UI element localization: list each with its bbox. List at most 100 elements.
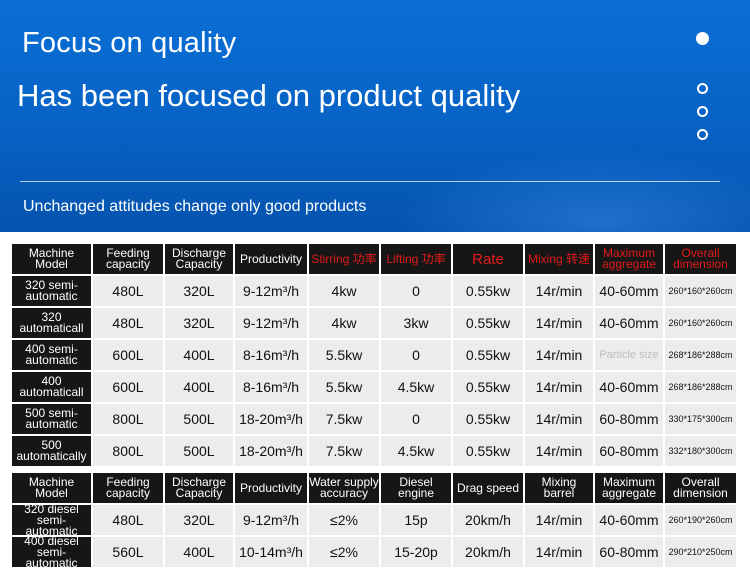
table-cell: 40-60mm <box>595 308 665 338</box>
model-cell: 400 semi-automatic <box>12 340 93 370</box>
column-header: Feeding capacity <box>93 473 165 503</box>
table-cell: 320L <box>165 505 235 535</box>
model-cell: 500 automatically <box>12 436 93 466</box>
table-cell: 4.5kw <box>381 372 453 402</box>
column-header: Maximum aggregate <box>595 473 665 503</box>
dimension-cell: 260*160*260cm <box>665 308 738 338</box>
table-cell: 7.5kw <box>309 436 381 466</box>
main-title: Has been focused on product quality <box>17 78 521 113</box>
dimension-cell: 290*210*250cm <box>665 537 738 567</box>
slide-dot-2[interactable] <box>697 83 708 94</box>
column-header: Productivity <box>235 473 309 503</box>
table-row: 400 automaticall 600L 400L 8-16m³/h 5.5kw 4.5… <box>12 372 738 402</box>
hero-tagline: Unchanged attitudes change only good pro… <box>23 198 367 215</box>
table-cell: 60-80mm <box>595 404 665 434</box>
table-cell: 400L <box>165 340 235 370</box>
table-cell: 14r/min <box>525 505 595 535</box>
table-cell: 14r/min <box>525 276 595 306</box>
column-header: Diesel engine <box>381 473 453 503</box>
table-cell: 9-12m³/h <box>235 505 309 535</box>
table-cell: 0.55kw <box>453 404 525 434</box>
table-cell: 20km/h <box>453 537 525 567</box>
table-cell: 800L <box>93 436 165 466</box>
table-cell: 560L <box>93 537 165 567</box>
table-cell: 0.55kw <box>453 436 525 466</box>
column-header: Lifting 功率 <box>381 244 453 274</box>
dimension-cell: 332*180*300cm <box>665 436 738 466</box>
table-cell: 480L <box>93 276 165 306</box>
table-row: 400 semi-automatic 600L 400L 8-16m³/h 5.5kw 0… <box>12 340 738 370</box>
table-cell: 480L <box>93 308 165 338</box>
table-cell: 8-16m³/h <box>235 372 309 402</box>
model-cell: 320 automaticall <box>12 308 93 338</box>
model-cell: 320 diesel semi-automatic <box>12 505 93 535</box>
table-cell: 18-20m³/h <box>235 436 309 466</box>
table-cell: 14r/min <box>525 308 595 338</box>
table-cell: 7.5kw <box>309 404 381 434</box>
column-header: Drag speed <box>453 473 525 503</box>
table-cell: 0 <box>381 276 453 306</box>
column-header: Overall dimension <box>665 244 738 274</box>
table-cell: 4kw <box>309 308 381 338</box>
table-cell: 0.55kw <box>453 340 525 370</box>
column-header: Feeding capacity <box>93 244 165 274</box>
table-cell: 800L <box>93 404 165 434</box>
table-row: 320 semi-automatic 480L 320L 9-12m³/h 4kw 0 0.… <box>12 276 738 306</box>
table-cell: 20km/h <box>453 505 525 535</box>
table-cell: 9-12m³/h <box>235 276 309 306</box>
table-cell: 18-20m³/h <box>235 404 309 434</box>
hero-glow <box>390 150 750 232</box>
table-cell: 14r/min <box>525 436 595 466</box>
table-row: 400 diesel semi-automatic 560L 400L 10-14m³… <box>12 537 738 567</box>
column-header: Water supply accuracy <box>309 473 381 503</box>
dimension-cell: 260*160*260cm <box>665 276 738 306</box>
table-row: 500 automatically 800L 500L 18-20m³/h 7.5kw 4… <box>12 436 738 466</box>
model-cell: 320 semi-automatic <box>12 276 93 306</box>
table-row: 320 automaticall 480L 320L 9-12m³/h 4kw 3kw 0.… <box>12 308 738 338</box>
table-cell: 9-12m³/h <box>235 308 309 338</box>
focus-title: Focus on quality <box>22 27 237 59</box>
table-cell: 500L <box>165 436 235 466</box>
table-cell: 40-60mm <box>595 505 665 535</box>
dimension-cell: 330*175*300cm <box>665 404 738 434</box>
model-cell: 400 automaticall <box>12 372 93 402</box>
table-cell: 5.5kw <box>309 340 381 370</box>
table-cell: 480L <box>93 505 165 535</box>
table-cell: 15-20p <box>381 537 453 567</box>
table-cell: 600L <box>93 372 165 402</box>
table-cell: 500L <box>165 404 235 434</box>
table-cell: 320L <box>165 308 235 338</box>
column-header: Discharge Capacity <box>165 473 235 503</box>
table-cell: 0 <box>381 340 453 370</box>
table-cell: 320L <box>165 276 235 306</box>
slide-dot-1[interactable] <box>696 32 709 45</box>
model-cell: 400 diesel semi-automatic <box>12 537 93 567</box>
column-header: Mixing barrel <box>525 473 595 503</box>
table-cell: 40-60mm <box>595 276 665 306</box>
dimension-cell: 260*190*260cm <box>665 505 738 535</box>
table-cell: 10-14m³/h <box>235 537 309 567</box>
table-cell: 14r/min <box>525 404 595 434</box>
model-cell: 500 semi-automatic <box>12 404 93 434</box>
table-cell: 400L <box>165 372 235 402</box>
column-header: Machine Model <box>12 473 93 503</box>
dimension-cell: 268*186*288cm <box>665 372 738 402</box>
table-cell: 5.5kw <box>309 372 381 402</box>
column-header: Rate <box>453 244 525 274</box>
table-cell: 14r/min <box>525 537 595 567</box>
table-cell: 0 <box>381 404 453 434</box>
column-header: Overall dimension <box>665 473 738 503</box>
slide-dot-4[interactable] <box>697 129 708 140</box>
table-cell: 400L <box>165 537 235 567</box>
table-row: 320 diesel semi-automatic 480L 320L 9-12m³/… <box>12 505 738 535</box>
hero-divider <box>20 181 720 182</box>
table-cell: 3kw <box>381 308 453 338</box>
table1-header-row: Machine Model Feeding capacity Discharge C… <box>12 244 738 274</box>
column-header: Discharge Capacity <box>165 244 235 274</box>
table-cell: Particle size <box>595 340 665 370</box>
hero-banner: Focus on quality Has been focused on pro… <box>0 0 750 232</box>
slide-dot-3[interactable] <box>697 106 708 117</box>
table-cell: ≤2% <box>309 505 381 535</box>
table-cell: 0.55kw <box>453 372 525 402</box>
dimension-cell: 268*186*288cm <box>665 340 738 370</box>
